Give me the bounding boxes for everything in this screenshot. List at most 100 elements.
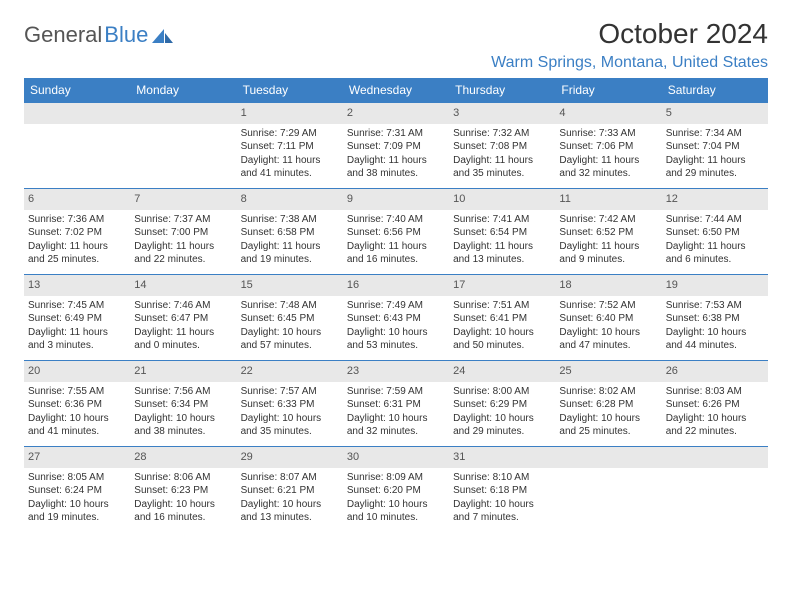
sunset-line: Sunset: 6:45 PM <box>241 312 339 326</box>
sunset-line: Sunset: 6:58 PM <box>241 226 339 240</box>
day-number: 4 <box>555 103 661 124</box>
sunrise-line: Sunrise: 7:46 AM <box>134 299 232 313</box>
daylight-line: Daylight: 10 hours and 29 minutes. <box>453 412 551 439</box>
day-cell: 26Sunrise: 8:03 AMSunset: 6:26 PMDayligh… <box>662 361 768 447</box>
day-cell-empty <box>130 103 236 189</box>
day-number: 11 <box>555 189 661 210</box>
daylight-line: Daylight: 11 hours and 9 minutes. <box>559 240 657 267</box>
sunset-line: Sunset: 7:06 PM <box>559 140 657 154</box>
day-number <box>24 103 130 124</box>
location: Warm Springs, Montana, United States <box>491 54 768 72</box>
day-number: 29 <box>237 447 343 468</box>
daylight-line: Daylight: 11 hours and 41 minutes. <box>241 154 339 181</box>
daylight-line: Daylight: 11 hours and 3 minutes. <box>28 326 126 353</box>
sunrise-line: Sunrise: 7:57 AM <box>241 385 339 399</box>
sunset-line: Sunset: 6:50 PM <box>666 226 764 240</box>
sunset-line: Sunset: 7:08 PM <box>453 140 551 154</box>
sunset-line: Sunset: 6:38 PM <box>666 312 764 326</box>
sunset-line: Sunset: 6:56 PM <box>347 226 445 240</box>
sunrise-line: Sunrise: 7:59 AM <box>347 385 445 399</box>
daylight-line: Daylight: 11 hours and 32 minutes. <box>559 154 657 181</box>
day-cell-empty <box>555 447 661 533</box>
sunrise-line: Sunrise: 7:31 AM <box>347 127 445 141</box>
month-title: October 2024 <box>491 18 768 50</box>
sunset-line: Sunset: 6:23 PM <box>134 484 232 498</box>
day-cell: 28Sunrise: 8:06 AMSunset: 6:23 PMDayligh… <box>130 447 236 533</box>
header: GeneralBlue October 2024 Warm Springs, M… <box>24 18 768 72</box>
day-number: 30 <box>343 447 449 468</box>
day-number: 27 <box>24 447 130 468</box>
daylight-line: Daylight: 10 hours and 50 minutes. <box>453 326 551 353</box>
daylight-line: Daylight: 11 hours and 25 minutes. <box>28 240 126 267</box>
daylight-line: Daylight: 11 hours and 22 minutes. <box>134 240 232 267</box>
day-header: Friday <box>555 78 661 103</box>
day-cell: 4 Sunrise: 7:33 AMSunset: 7:06 PMDaylight… <box>555 103 661 189</box>
day-cell: 27Sunrise: 8:05 AMSunset: 6:24 PMDayligh… <box>24 447 130 533</box>
daylight-line: Daylight: 10 hours and 25 minutes. <box>559 412 657 439</box>
day-cell: 14Sunrise: 7:46 AMSunset: 6:47 PMDayligh… <box>130 275 236 361</box>
day-header: Wednesday <box>343 78 449 103</box>
sunrise-line: Sunrise: 8:03 AM <box>666 385 764 399</box>
daylight-line: Daylight: 10 hours and 32 minutes. <box>347 412 445 439</box>
sunset-line: Sunset: 6:41 PM <box>453 312 551 326</box>
day-number <box>130 103 236 124</box>
daylight-line: Daylight: 10 hours and 7 minutes. <box>453 498 551 525</box>
sunrise-line: Sunrise: 7:33 AM <box>559 127 657 141</box>
day-number: 18 <box>555 275 661 296</box>
sunset-line: Sunset: 7:09 PM <box>347 140 445 154</box>
day-cell: 5Sunrise: 7:34 AMSunset: 7:04 PMDaylight… <box>662 103 768 189</box>
week-row: 6Sunrise: 7:36 AMSunset: 7:02 PMDaylight… <box>24 189 768 275</box>
week-row: 20Sunrise: 7:55 AMSunset: 6:36 PMDayligh… <box>24 361 768 447</box>
sunset-line: Sunset: 6:52 PM <box>559 226 657 240</box>
sunset-line: Sunset: 6:26 PM <box>666 398 764 412</box>
sunset-line: Sunset: 7:00 PM <box>134 226 232 240</box>
day-number: 10 <box>449 189 555 210</box>
daylight-line: Daylight: 11 hours and 19 minutes. <box>241 240 339 267</box>
sunrise-line: Sunrise: 7:32 AM <box>453 127 551 141</box>
sunset-line: Sunset: 6:40 PM <box>559 312 657 326</box>
day-cell: 29Sunrise: 8:07 AMSunset: 6:21 PMDayligh… <box>237 447 343 533</box>
week-row: 1Sunrise: 7:29 AMSunset: 7:11 PMDaylight… <box>24 103 768 189</box>
sunset-line: Sunset: 6:31 PM <box>347 398 445 412</box>
day-cell: 9Sunrise: 7:40 AMSunset: 6:56 PMDaylight… <box>343 189 449 275</box>
daylight-line: Daylight: 11 hours and 13 minutes. <box>453 240 551 267</box>
day-cell: 2Sunrise: 7:31 AMSunset: 7:09 PMDaylight… <box>343 103 449 189</box>
sunrise-line: Sunrise: 7:49 AM <box>347 299 445 313</box>
day-number: 20 <box>24 361 130 382</box>
daylight-line: Daylight: 10 hours and 41 minutes. <box>28 412 126 439</box>
day-cell: 25Sunrise: 8:02 AMSunset: 6:28 PMDayligh… <box>555 361 661 447</box>
daylight-line: Daylight: 10 hours and 16 minutes. <box>134 498 232 525</box>
logo: GeneralBlue <box>24 18 174 48</box>
day-cell: 12Sunrise: 7:44 AMSunset: 6:50 PMDayligh… <box>662 189 768 275</box>
sunrise-line: Sunrise: 7:37 AM <box>134 213 232 227</box>
sunset-line: Sunset: 6:18 PM <box>453 484 551 498</box>
day-number: 21 <box>130 361 236 382</box>
day-number: 26 <box>662 361 768 382</box>
day-number: 7 <box>130 189 236 210</box>
day-cell: 3Sunrise: 7:32 AMSunset: 7:08 PMDaylight… <box>449 103 555 189</box>
day-cell: 10Sunrise: 7:41 AMSunset: 6:54 PMDayligh… <box>449 189 555 275</box>
day-number: 19 <box>662 275 768 296</box>
sunset-line: Sunset: 7:02 PM <box>28 226 126 240</box>
week-row: 13Sunrise: 7:45 AMSunset: 6:49 PMDayligh… <box>24 275 768 361</box>
day-number <box>555 447 661 468</box>
daylight-line: Daylight: 10 hours and 35 minutes. <box>241 412 339 439</box>
sunset-line: Sunset: 6:54 PM <box>453 226 551 240</box>
sunset-line: Sunset: 6:43 PM <box>347 312 445 326</box>
daylight-line: Daylight: 11 hours and 38 minutes. <box>347 154 445 181</box>
day-cell: 17Sunrise: 7:51 AMSunset: 6:41 PMDayligh… <box>449 275 555 361</box>
day-number: 17 <box>449 275 555 296</box>
daylight-line: Daylight: 10 hours and 10 minutes. <box>347 498 445 525</box>
sunset-line: Sunset: 6:36 PM <box>28 398 126 412</box>
day-header-row: SundayMondayTuesdayWednesdayThursdayFrid… <box>24 78 768 103</box>
sunrise-line: Sunrise: 8:07 AM <box>241 471 339 485</box>
sunrise-line: Sunrise: 7:29 AM <box>241 127 339 141</box>
logo-sail-icon <box>152 26 174 44</box>
day-header: Monday <box>130 78 236 103</box>
day-cell: 23Sunrise: 7:59 AMSunset: 6:31 PMDayligh… <box>343 361 449 447</box>
day-header: Sunday <box>24 78 130 103</box>
day-cell-empty <box>24 103 130 189</box>
day-number <box>662 447 768 468</box>
day-cell-empty <box>662 447 768 533</box>
day-header: Thursday <box>449 78 555 103</box>
